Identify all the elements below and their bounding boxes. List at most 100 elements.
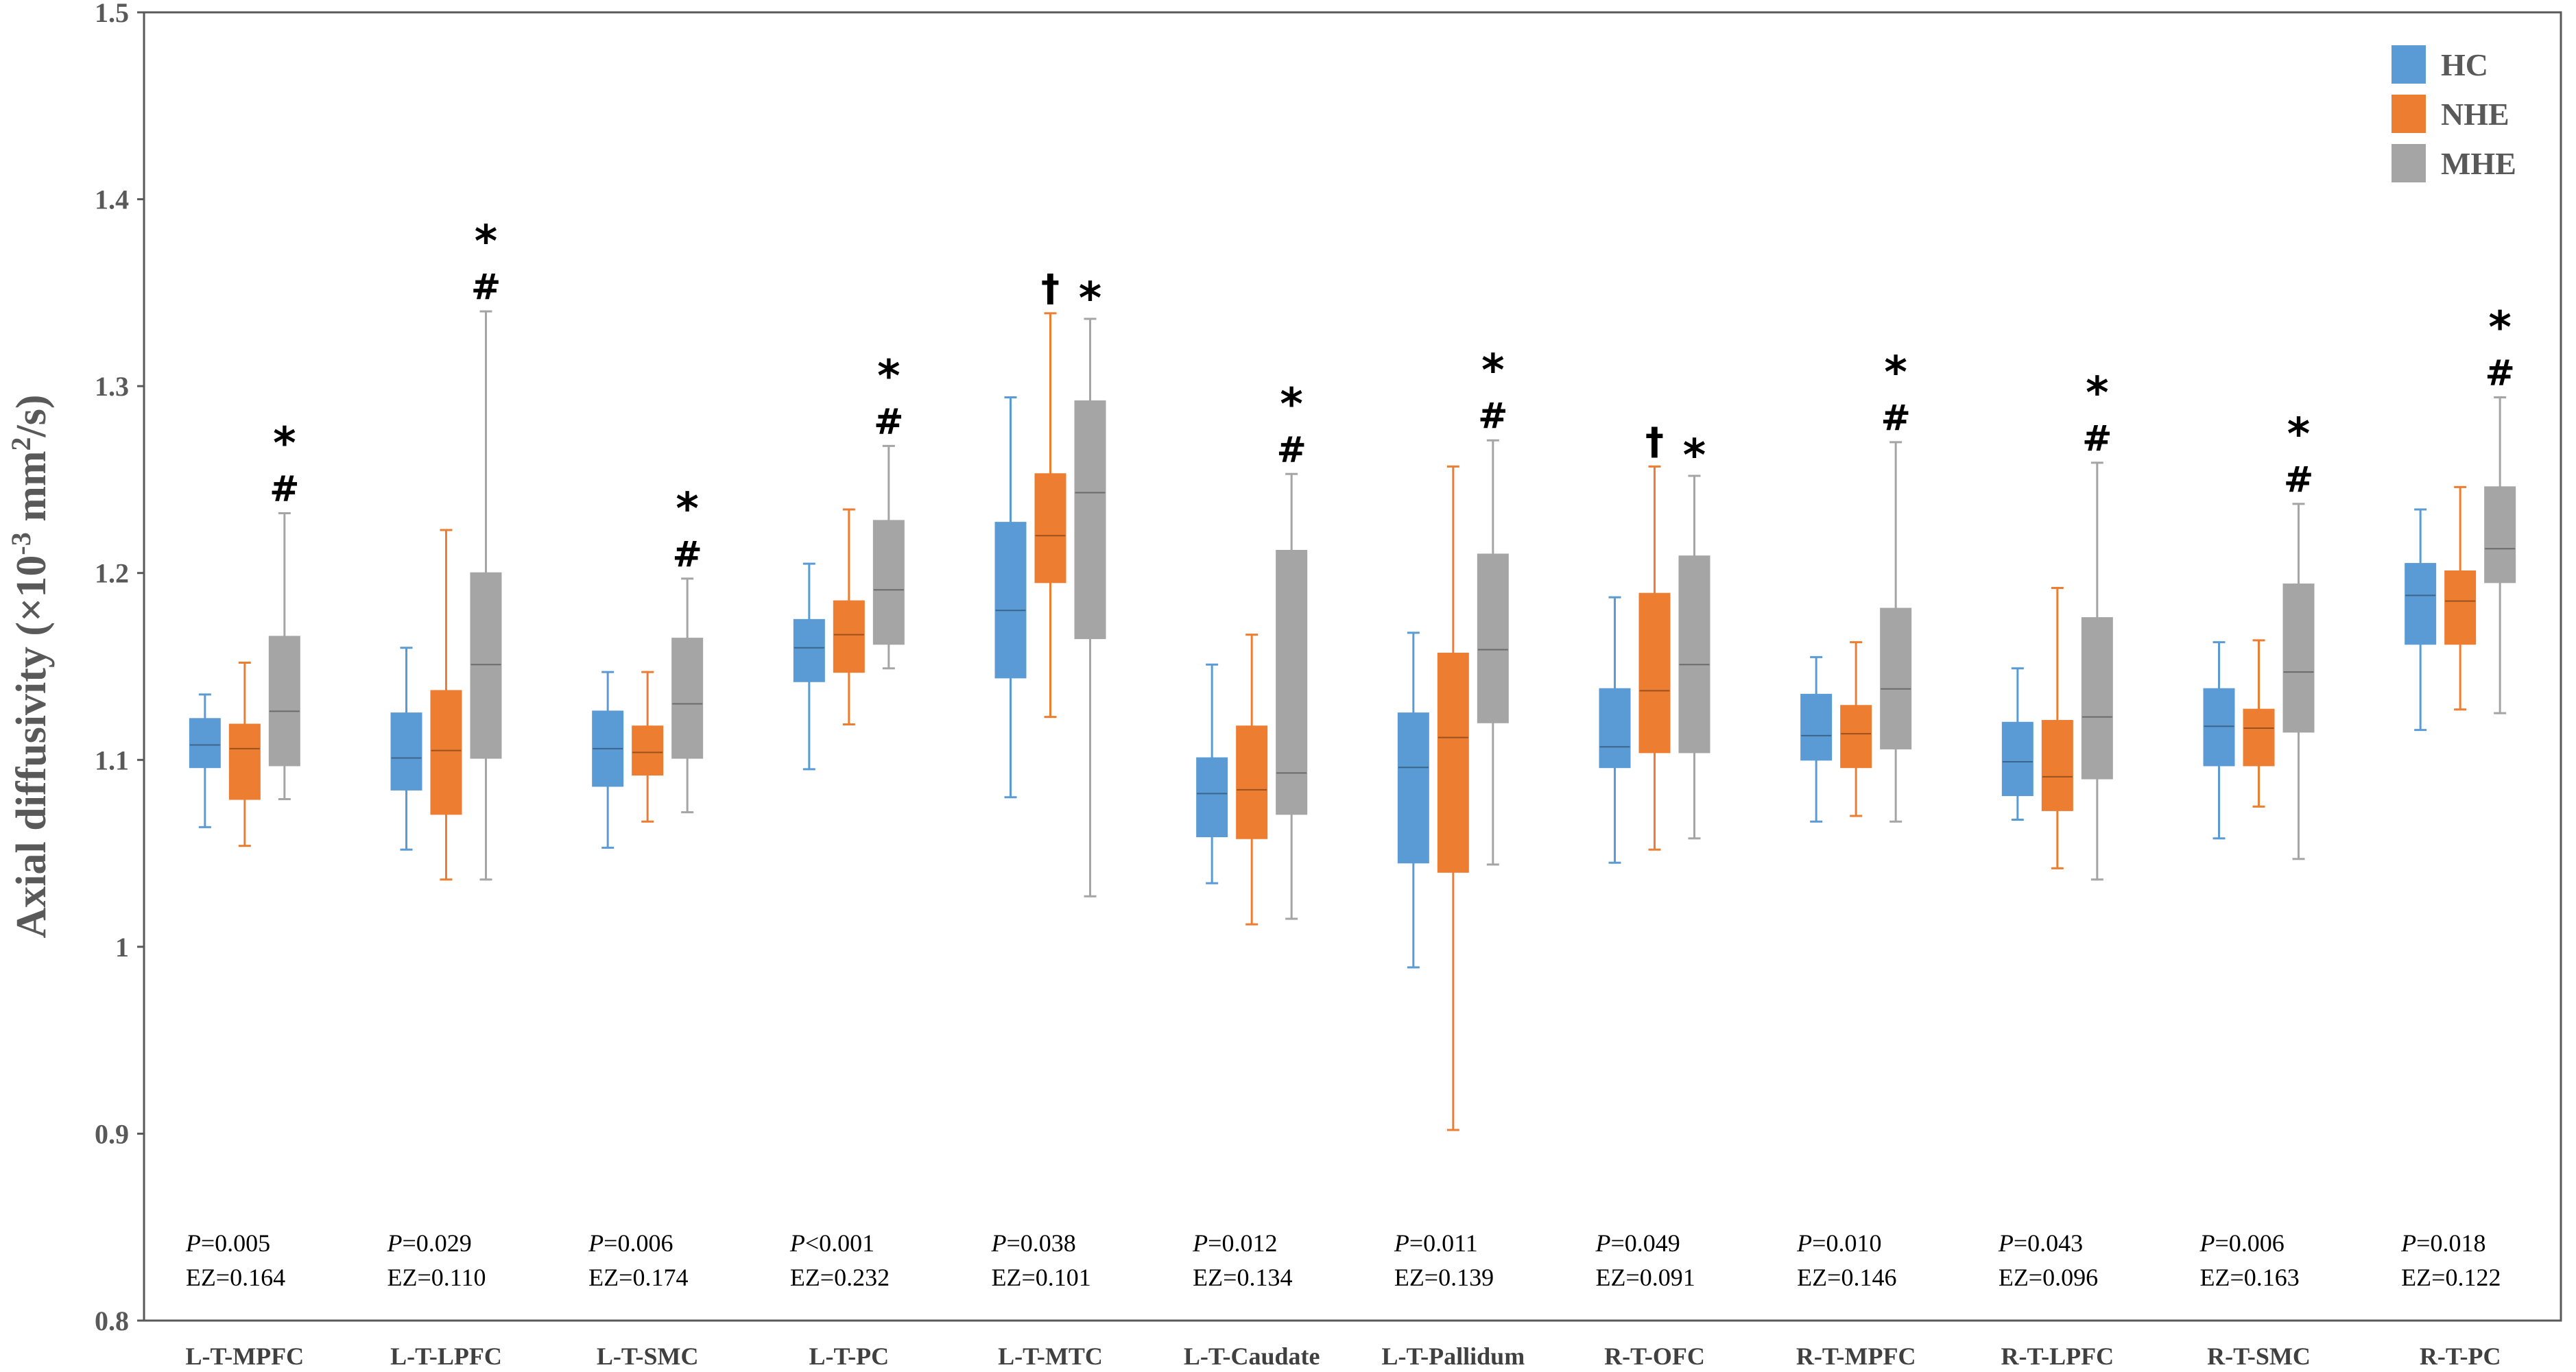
effect-size: EZ=0.232	[790, 1264, 890, 1291]
p-value: P=0.043	[1998, 1229, 2083, 1257]
y-tick-label: 1.5	[95, 0, 129, 28]
box-nhe	[2243, 708, 2275, 767]
category-group	[2001, 461, 2113, 881]
box-nhe	[1437, 652, 1469, 873]
box-nhe	[1236, 725, 1268, 839]
y-axis-label: Axial diffusivity (×10-3 mm2/s)	[5, 394, 56, 938]
sig-hash: #	[2485, 352, 2515, 394]
category-group	[390, 310, 502, 881]
legend-label: NHE	[2441, 97, 2509, 132]
y-tick-label: 1.4	[95, 184, 129, 215]
box-nhe	[632, 725, 664, 776]
category-label: R-T-LPFC	[2001, 1343, 2114, 1369]
p-value: P=0.006	[588, 1229, 673, 1257]
sig-asterisk: *	[2488, 302, 2511, 353]
category-group	[1196, 472, 1308, 926]
box-nhe	[2041, 720, 2073, 811]
p-value: P=0.018	[2400, 1229, 2485, 1257]
plot-frame	[143, 11, 2562, 1322]
p-value: P=0.006	[2199, 1229, 2285, 1257]
box-mhe	[2081, 617, 2113, 780]
box-hc	[1196, 757, 1228, 838]
legend-label: HC	[2441, 47, 2488, 82]
y-tick-label: 0.9	[95, 1118, 129, 1149]
sig-hash: #	[471, 267, 501, 308]
sig-asterisk: *	[2287, 409, 2310, 460]
box-mhe	[470, 572, 502, 759]
sig-asterisk: *	[1481, 346, 1504, 396]
sig-hash: #	[874, 401, 904, 442]
effect-size: EZ=0.122	[2401, 1264, 2501, 1291]
sig-dagger: †	[1645, 420, 1664, 463]
legend-swatch	[2392, 45, 2426, 84]
box-nhe	[1638, 592, 1671, 754]
p-value: P=0.010	[1796, 1229, 1881, 1257]
box-hc	[994, 522, 1027, 679]
y-tick-label: 1	[115, 932, 129, 963]
effect-size: EZ=0.096	[1999, 1264, 2098, 1291]
p-value: P=0.049	[1595, 1229, 1680, 1257]
box-mhe	[1074, 400, 1106, 640]
category-group	[592, 577, 704, 849]
box-mhe	[1276, 550, 1308, 815]
box-hc	[2203, 688, 2235, 767]
sig-asterisk: *	[1884, 348, 1907, 398]
category-group	[793, 444, 905, 771]
category-group	[189, 512, 300, 847]
box-mhe	[268, 636, 300, 767]
box-nhe	[228, 723, 261, 800]
legend: HC NHE MHE	[2392, 45, 2516, 182]
effect-size: EZ=0.101	[992, 1264, 1091, 1291]
legend-swatch	[2392, 95, 2426, 133]
box-nhe	[430, 690, 462, 815]
sig-hash: #	[1478, 396, 1508, 437]
box-hc	[1599, 688, 1631, 769]
box-hc	[189, 718, 221, 769]
box-mhe	[872, 520, 905, 645]
sig-asterisk: *	[273, 418, 296, 469]
box-nhe	[833, 600, 865, 673]
sig-asterisk: *	[475, 217, 497, 267]
sig-asterisk: *	[877, 351, 900, 402]
sig-hash: #	[1881, 398, 1911, 439]
sig-hash: #	[2082, 418, 2112, 459]
sig-dagger: †	[1041, 267, 1060, 310]
box-mhe	[1477, 553, 1509, 723]
boxes-layer	[189, 310, 2516, 1131]
box-hc	[793, 618, 825, 682]
p-value: P<0.001	[789, 1229, 874, 1257]
box-mhe	[2282, 583, 2315, 733]
category-label: L-T-SMC	[597, 1343, 699, 1369]
sig-asterisk: *	[1280, 379, 1302, 430]
axes-layer: 0.8 0.9 1 1.1 1.2 1.3 1.4 1.5 Axial diffusivity …	[5, 0, 2562, 1370]
category-group	[1800, 441, 1912, 823]
box-nhe	[2444, 570, 2477, 645]
box-hc	[592, 710, 624, 787]
effect-size: EZ=0.164	[186, 1264, 285, 1291]
box-mhe	[2484, 486, 2516, 583]
sig-asterisk: *	[676, 484, 698, 535]
category-group	[994, 312, 1106, 898]
effect-size: EZ=0.091	[1596, 1264, 1695, 1291]
category-label: L-T-MPFC	[186, 1343, 305, 1369]
effect-size: EZ=0.134	[1193, 1264, 1292, 1291]
category-label: R-T-SMC	[2207, 1343, 2311, 1369]
y-tick-label: 1.1	[95, 745, 129, 775]
category-group	[1397, 439, 1509, 1131]
category-label: L-T-Caudate	[1184, 1343, 1320, 1369]
y-tick-label: 1.3	[95, 371, 129, 402]
category-label: R-T-OFC	[1604, 1343, 1705, 1369]
box-nhe	[1840, 705, 1872, 769]
effect-size: EZ=0.174	[588, 1264, 688, 1291]
p-value: P=0.038	[991, 1229, 1076, 1257]
p-value: P=0.012	[1192, 1229, 1277, 1257]
sig-hash: #	[270, 468, 300, 509]
box-nhe	[1034, 473, 1066, 583]
sig-hash: #	[672, 534, 702, 575]
effect-size: EZ=0.146	[1797, 1264, 1896, 1291]
significance-layer: #*#*#*#*† *#* #*† *#*#*#*#*	[270, 217, 2515, 575]
p-value: P=0.029	[387, 1229, 472, 1257]
category-group	[1599, 465, 1710, 864]
box-mhe	[671, 638, 704, 759]
